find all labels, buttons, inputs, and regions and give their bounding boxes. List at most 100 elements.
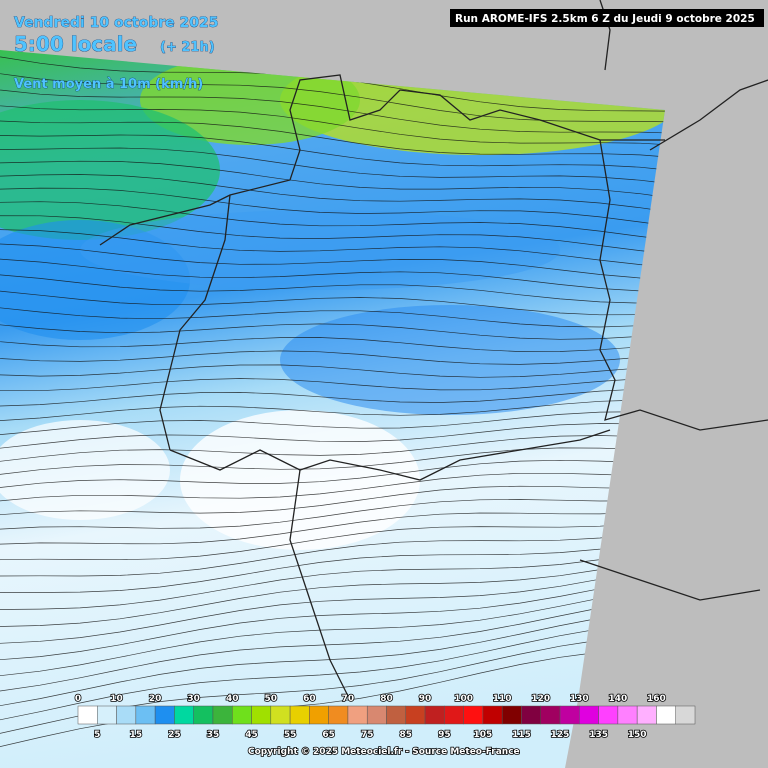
legend-swatch [540, 705, 561, 725]
legend-label: 5 [94, 730, 100, 740]
legend-swatch [77, 705, 98, 725]
legend-swatch [501, 705, 522, 725]
legend-label: 130 [570, 694, 589, 704]
legend-swatch [521, 705, 541, 725]
streamline [0, 399, 665, 421]
border [579, 559, 761, 601]
streamlines [0, 50, 665, 747]
wind-zone [180, 410, 420, 550]
streamline [0, 129, 665, 172]
streamline [0, 564, 665, 644]
streamline [0, 485, 665, 521]
legend-label: 65 [322, 730, 335, 740]
streamline [0, 574, 665, 661]
legend-swatch [424, 705, 445, 725]
legend-label: 45 [245, 730, 258, 740]
legend-label: 100 [454, 694, 473, 704]
legend-swatch [386, 705, 407, 725]
legend-label: 40 [226, 694, 239, 704]
streamline [0, 411, 665, 435]
border [159, 194, 231, 451]
wind-zone [0, 420, 170, 520]
streamline [0, 84, 665, 134]
streamline [0, 99, 665, 146]
coastline [99, 74, 665, 246]
streamline [0, 545, 665, 611]
legend-swatch [270, 705, 291, 725]
streamline [0, 274, 665, 304]
streamline [0, 159, 665, 200]
legend-swatch [579, 705, 599, 725]
streamline [0, 645, 665, 747]
legend-swatch [463, 705, 484, 725]
legend-swatch [97, 705, 117, 725]
legend-label: 125 [551, 730, 570, 740]
streamline [0, 435, 665, 462]
date: Vendredi 10 octobre 2025 [14, 15, 219, 31]
legend-label: 85 [400, 730, 413, 740]
streamline [0, 459, 665, 491]
legend-label: 70 [342, 694, 355, 704]
run-box [450, 9, 764, 27]
legend-label: 30 [187, 694, 200, 704]
streamline [0, 290, 665, 316]
streamline [0, 174, 665, 214]
streamline [0, 377, 665, 392]
legend-label: 105 [474, 730, 493, 740]
legend-swatch [251, 705, 272, 725]
streamline [0, 595, 665, 692]
streamline [0, 527, 665, 581]
streamline [0, 536, 665, 596]
legend-swatch [636, 705, 657, 725]
legend-swatch [482, 705, 503, 725]
legend-label: 35 [207, 730, 220, 740]
legend-swatch [154, 705, 175, 725]
streamline [0, 114, 665, 159]
streamline [0, 187, 665, 228]
streamline [0, 518, 665, 566]
time: 5:00 locale [14, 32, 137, 56]
legend-swatch [309, 705, 329, 725]
legend-swatch [116, 705, 137, 725]
streamline [0, 364, 665, 378]
legend-swatch [444, 705, 464, 725]
border [599, 139, 768, 431]
streamline [0, 607, 665, 707]
legend-label: 90 [419, 694, 432, 704]
legend-swatch [675, 705, 696, 725]
legend-swatch [617, 705, 638, 725]
legend-label: 10 [110, 694, 123, 704]
legend-swatch [559, 705, 580, 725]
legend-swatch [347, 705, 368, 725]
streamline [0, 498, 665, 536]
streamline [0, 447, 665, 476]
legend-label: 140 [608, 694, 627, 704]
legend-label: 0 [75, 694, 81, 704]
streamline [0, 472, 665, 506]
run-info: Run AROME-IFS 2.5km 6 Z du Jeudi 9 octob… [455, 13, 755, 25]
wind-field [0, 50, 665, 747]
streamline [0, 243, 665, 281]
copyright: Copyright © 2025 Meteociel.fr - Source M… [248, 747, 520, 757]
streamline [0, 258, 665, 292]
streamline [0, 337, 665, 352]
legend-swatch [598, 705, 619, 725]
legend-swatch [405, 705, 426, 725]
legend-swatch [232, 705, 252, 725]
streamline [0, 215, 665, 256]
legend-label: 80 [380, 694, 393, 704]
legend-label: 60 [303, 694, 316, 704]
legend-label: 50 [265, 694, 278, 704]
streamline [0, 69, 665, 123]
streamline [0, 619, 665, 721]
legend-label: 20 [149, 694, 162, 704]
legend-label: 150 [628, 730, 647, 740]
legend-swatch [366, 705, 387, 725]
wind-zone [280, 305, 620, 415]
streamline [0, 229, 665, 268]
streamline [0, 508, 665, 551]
legend-label: 120 [531, 694, 550, 704]
streamline [0, 307, 665, 328]
